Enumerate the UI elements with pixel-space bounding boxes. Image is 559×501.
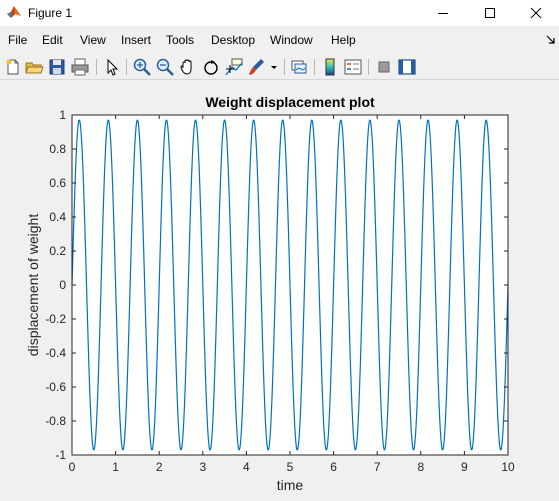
figure-canvas: 0 1 2 3 4 5 6 7 8 9 10 -1 -0.8 -0.6 -0.4 -0.2 0 0.2 0.4 0.6… <box>0 81 559 501</box>
dock-arrow-icon[interactable] <box>546 35 556 45</box>
y-tick-label: 0 <box>59 278 66 292</box>
toolbar-separator <box>126 59 127 75</box>
chevron-down-icon[interactable] <box>268 57 280 77</box>
x-axis-label: time <box>277 477 304 493</box>
y-tick-label: -0.2 <box>45 312 66 326</box>
menu-view[interactable]: View <box>80 33 106 47</box>
plot-title: Weight displacement plot <box>205 94 375 110</box>
x-tick-label: 0 <box>69 460 76 474</box>
menu-tools[interactable]: Tools <box>166 33 195 47</box>
maximize-icon <box>485 8 495 18</box>
y-axis-label: displacement of weight <box>25 214 41 357</box>
minimize-icon <box>438 13 448 14</box>
y-tick-label: -1 <box>55 448 66 462</box>
x-tick-label: 9 <box>461 460 468 474</box>
print-icon[interactable] <box>70 57 90 77</box>
colorbar-icon[interactable] <box>320 57 340 77</box>
close-button[interactable] <box>513 0 559 26</box>
toolbar-separator <box>96 59 97 75</box>
x-tick-label: 10 <box>501 460 515 474</box>
open-file-icon[interactable] <box>24 57 44 77</box>
pan-icon[interactable] <box>178 57 198 77</box>
x-tick-label: 7 <box>374 460 381 474</box>
x-tick-label: 8 <box>417 460 424 474</box>
y-tick-label: -0.8 <box>45 414 66 428</box>
rotate-3d-icon[interactable] <box>201 57 221 77</box>
brush-icon[interactable] <box>247 57 267 77</box>
y-tick-label: 0.6 <box>49 176 66 190</box>
menu-bar: File Edit View Insert Tools Desktop Wind… <box>0 30 559 50</box>
y-tick-label: -0.6 <box>45 380 66 394</box>
link-plot-icon[interactable] <box>289 57 309 77</box>
menu-insert[interactable]: Insert <box>121 33 152 47</box>
hide-plot-tools-icon[interactable] <box>374 57 394 77</box>
plot-area[interactable]: 0 1 2 3 4 5 6 7 8 9 10 -1 -0.8 -0.6 -0.4 -0.2 0 0.2 0.4 0.6… <box>0 81 559 501</box>
x-tick-label: 4 <box>243 460 250 474</box>
series-line <box>71 119 509 451</box>
toolbar <box>0 54 559 80</box>
y-tick-label: -0.4 <box>45 346 66 360</box>
y-tick-label: 1 <box>59 108 66 122</box>
zoom-in-icon[interactable] <box>132 57 152 77</box>
x-tick-label: 6 <box>330 460 337 474</box>
x-tick-label: 3 <box>199 460 206 474</box>
toolbar-separator <box>368 59 369 75</box>
y-tick-label: 0.4 <box>49 210 66 224</box>
toolbar-separator <box>314 59 315 75</box>
y-tick-label: 0.8 <box>49 142 66 156</box>
x-tick-label: 1 <box>112 460 119 474</box>
title-bar: Figure 1 <box>0 0 559 26</box>
data-cursor-icon[interactable] <box>224 57 244 77</box>
x-tick-label: 2 <box>156 460 163 474</box>
show-plot-tools-icon[interactable] <box>397 57 417 77</box>
save-icon[interactable] <box>47 57 67 77</box>
toolbar-separator <box>284 59 285 75</box>
menu-help[interactable]: Help <box>331 33 356 47</box>
menu-file[interactable]: File <box>8 33 28 47</box>
new-figure-icon[interactable] <box>3 57 23 77</box>
menu-desktop[interactable]: Desktop <box>211 33 256 47</box>
y-tick-label: 0.2 <box>49 244 66 258</box>
menu-edit[interactable]: Edit <box>42 33 63 47</box>
edit-plot-icon[interactable] <box>102 57 122 77</box>
window-title: Figure 1 <box>28 6 73 20</box>
maximize-button[interactable] <box>467 0 513 26</box>
minimize-button[interactable] <box>420 0 466 26</box>
x-tick-label: 5 <box>287 460 294 474</box>
legend-icon[interactable] <box>343 57 363 77</box>
close-icon <box>530 7 542 19</box>
zoom-out-icon[interactable] <box>155 57 175 77</box>
menu-window[interactable]: Window <box>270 33 313 47</box>
matlab-logo-icon <box>7 6 21 18</box>
